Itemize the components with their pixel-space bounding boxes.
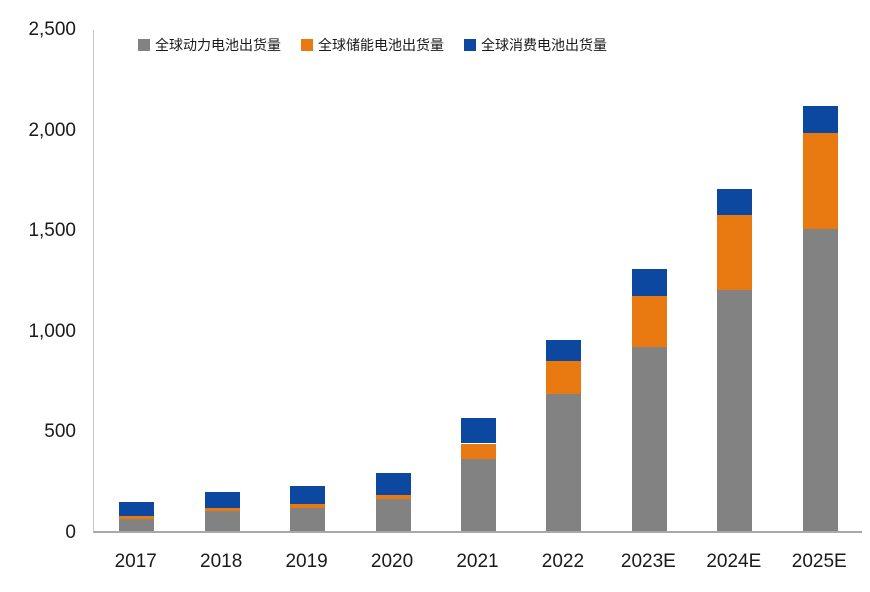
y-axis-tick-label: 1,500 [28, 220, 76, 242]
bar-segment-2018-power [204, 510, 240, 531]
legend-item-power: 全球动力电池出货量 [138, 36, 281, 54]
consumer-series-swatch-icon [464, 39, 476, 51]
bar-segment-2023E-power [631, 346, 667, 531]
bar-segment-2022-storage [546, 361, 582, 395]
bar-segment-2020-consumer [375, 472, 411, 495]
x-axis-tick-label: 2022 [541, 551, 585, 572]
y-axis-tick-label: 1,000 [28, 320, 76, 342]
y-axis-tick-label: 2,000 [28, 119, 76, 141]
legend-item-storage: 全球储能电池出货量 [301, 36, 444, 54]
legend: 全球动力电池出货量 全球储能电池出货量 全球消费电池出货量 [138, 36, 607, 54]
bar-segment-2018-consumer [204, 492, 240, 509]
bar-segment-2017-consumer [119, 501, 155, 516]
bar-segment-2019-storage [290, 503, 326, 508]
bar-segment-2021-consumer [461, 418, 496, 444]
x-axis-tick-label: 2017 [114, 551, 157, 572]
bar-segment-2022-consumer [546, 339, 582, 361]
power-series-swatch-icon [138, 39, 150, 51]
x-axis-tick-label: 2023E [620, 551, 676, 572]
bar-segment-2024E-power [717, 289, 753, 531]
bar-segment-2025E-storage [802, 132, 838, 230]
x-axis-tick-label: 2020 [370, 551, 414, 572]
y-axis-tick-label: 500 [44, 421, 76, 443]
bar-segment-2022-power [546, 394, 582, 531]
x-axis-tick-label: 2024E [706, 551, 762, 572]
bar-segment-2019-consumer [290, 485, 326, 504]
x-axis-tick-label: 2021 [456, 551, 499, 572]
x-axis-tick-label: 2018 [200, 551, 243, 572]
bar-segment-2024E-consumer [717, 188, 753, 216]
y-axis-tick-label: 0 [65, 522, 76, 543]
legend-label-storage: 全球储能电池出货量 [318, 37, 444, 53]
y-axis-tick-label: 2,500 [28, 19, 76, 40]
storage-series-swatch-icon [301, 39, 313, 51]
bar-segment-2020-power [375, 498, 411, 531]
bar-segment-2025E-power [802, 229, 838, 531]
bar-segment-2020-storage [375, 494, 411, 499]
bar-segment-2021-power [461, 458, 496, 531]
bar-segment-2018-storage [204, 508, 240, 511]
x-axis-tick-label: 2025E [791, 551, 847, 572]
legend-item-consumer: 全球消费电池出货量 [464, 36, 607, 54]
bar-segment-2023E-storage [631, 295, 667, 347]
legend-label-power: 全球动力电池出货量 [155, 37, 281, 53]
bar-segment-2021-storage [461, 443, 496, 459]
bar-segment-2017-power [119, 518, 155, 531]
legend-label-consumer: 全球消费电池出货量 [481, 37, 607, 53]
bar-segment-2017-storage [119, 515, 155, 519]
bar-segment-2025E-consumer [802, 106, 838, 133]
bar-segment-2023E-consumer [631, 269, 667, 296]
bar-segment-2019-power [290, 507, 326, 531]
x-axis-tick-label: 2019 [285, 551, 328, 572]
bar-segment-2024E-storage [717, 215, 753, 290]
plot-area [93, 30, 862, 533]
